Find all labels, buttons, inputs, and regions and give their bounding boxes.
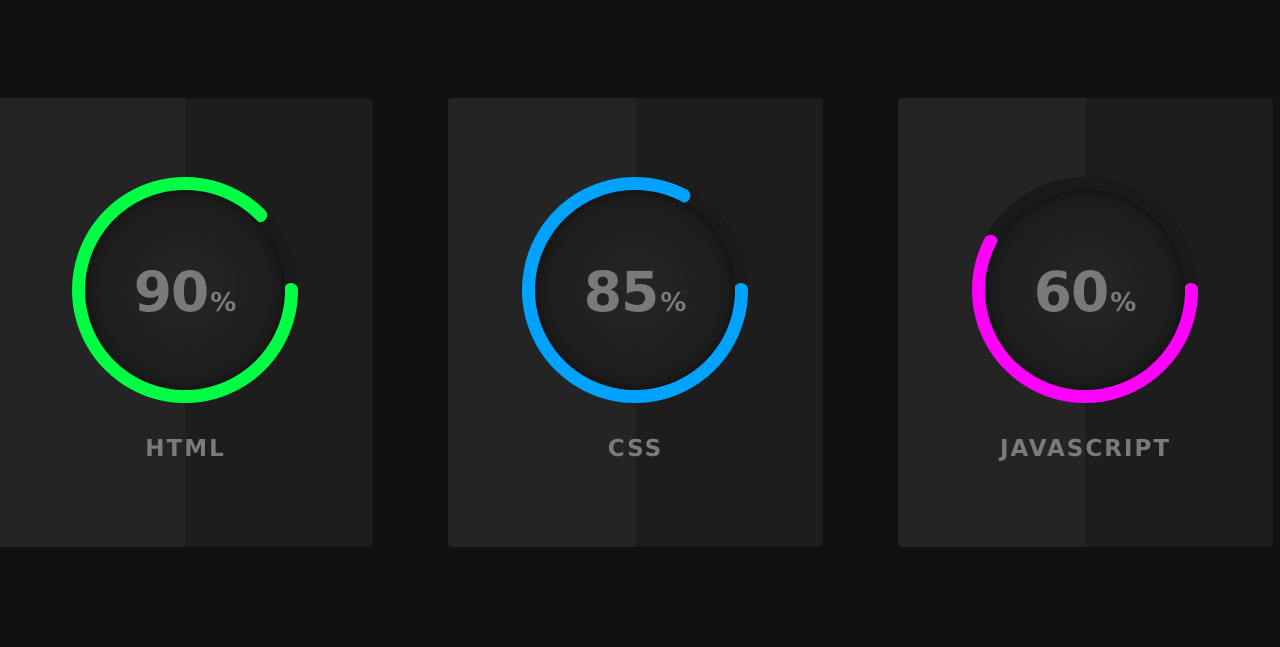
percent-number: 60 <box>1033 259 1110 324</box>
progress-arc <box>972 177 1198 403</box>
progress-ring: 60% <box>972 177 1198 403</box>
progress-arc <box>522 177 748 403</box>
percent-value: 90% <box>134 264 237 320</box>
skill-label: JAVASCRIPT <box>999 436 1172 462</box>
progress-ring-svg <box>522 177 748 403</box>
percent-value: 60% <box>1034 264 1137 320</box>
skill-card-javascript: 60% JAVASCRIPT <box>898 98 1273 547</box>
skill-card-css: 85% CSS <box>448 98 823 547</box>
percent-number: 85 <box>583 259 660 324</box>
percent-unit: % <box>210 287 237 318</box>
percent-number: 90 <box>133 259 210 324</box>
percent-unit: % <box>1110 287 1137 318</box>
percent-value: 85% <box>584 264 687 320</box>
progress-center: 85% <box>535 190 735 390</box>
percent-unit: % <box>660 287 687 318</box>
progress-arc <box>72 177 298 403</box>
progress-ring-svg <box>972 177 1198 403</box>
progress-ring: 85% <box>522 177 748 403</box>
skill-label: CSS <box>607 436 664 462</box>
progress-ring-svg <box>72 177 298 403</box>
progress-center: 60% <box>985 190 1185 390</box>
skill-card-html: 90% HTML <box>0 98 373 547</box>
progress-center: 90% <box>85 190 285 390</box>
skill-label: HTML <box>145 436 226 462</box>
progress-ring: 90% <box>72 177 298 403</box>
